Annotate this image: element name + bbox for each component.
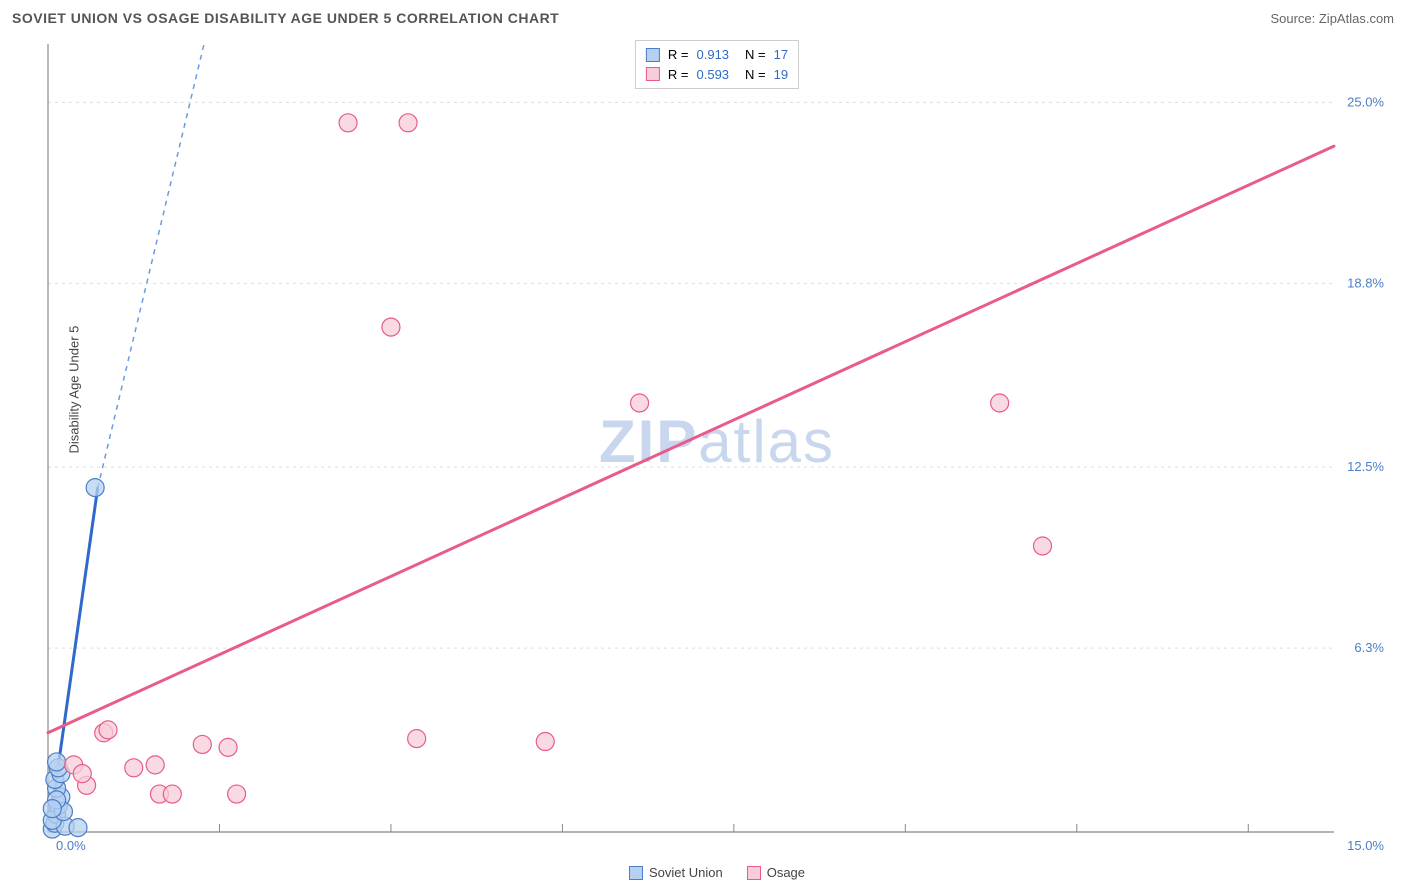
legend-stat-row: R = 0.913 N = 17 xyxy=(646,45,788,65)
legend-swatch-icon xyxy=(646,48,660,62)
legend-r-value: 0.913 xyxy=(696,45,729,65)
svg-text:15.0%: 15.0% xyxy=(1347,838,1384,853)
legend-n-value: 19 xyxy=(774,65,788,85)
legend-swatch-icon xyxy=(629,866,643,880)
legend-item-label: Soviet Union xyxy=(649,865,723,880)
chart-title: SOVIET UNION VS OSAGE DISABILITY AGE UND… xyxy=(12,10,559,26)
legend-r-value: 0.593 xyxy=(696,65,729,85)
svg-text:6.3%: 6.3% xyxy=(1354,640,1384,655)
svg-text:12.5%: 12.5% xyxy=(1347,459,1384,474)
chart-header: SOVIET UNION VS OSAGE DISABILITY AGE UND… xyxy=(0,0,1406,36)
chart-area: Disability Age Under 5 6.3%12.5%18.8%25.… xyxy=(40,40,1394,852)
legend-r-label: R = xyxy=(668,45,689,65)
svg-text:18.8%: 18.8% xyxy=(1347,275,1384,290)
legend-stats: R = 0.913 N = 17 R = 0.593 N = 19 xyxy=(635,40,799,89)
legend-r-label: R = xyxy=(668,65,689,85)
scatter-plot: 6.3%12.5%18.8%25.0%0.0%15.0%ZIPatlas xyxy=(40,40,1394,852)
legend-n-value: 17 xyxy=(774,45,788,65)
svg-text:0.0%: 0.0% xyxy=(56,838,86,853)
legend-swatch-icon xyxy=(646,67,660,81)
svg-text:25.0%: 25.0% xyxy=(1347,94,1384,109)
legend-swatch-icon xyxy=(747,866,761,880)
legend-stat-row: R = 0.593 N = 19 xyxy=(646,65,788,85)
legend-series: Soviet Union Osage xyxy=(629,865,805,880)
chart-source: Source: ZipAtlas.com xyxy=(1270,11,1394,26)
legend-n-label: N = xyxy=(745,65,766,85)
legend-item-label: Osage xyxy=(767,865,805,880)
legend-item: Osage xyxy=(747,865,805,880)
legend-n-label: N = xyxy=(745,45,766,65)
legend-item: Soviet Union xyxy=(629,865,723,880)
